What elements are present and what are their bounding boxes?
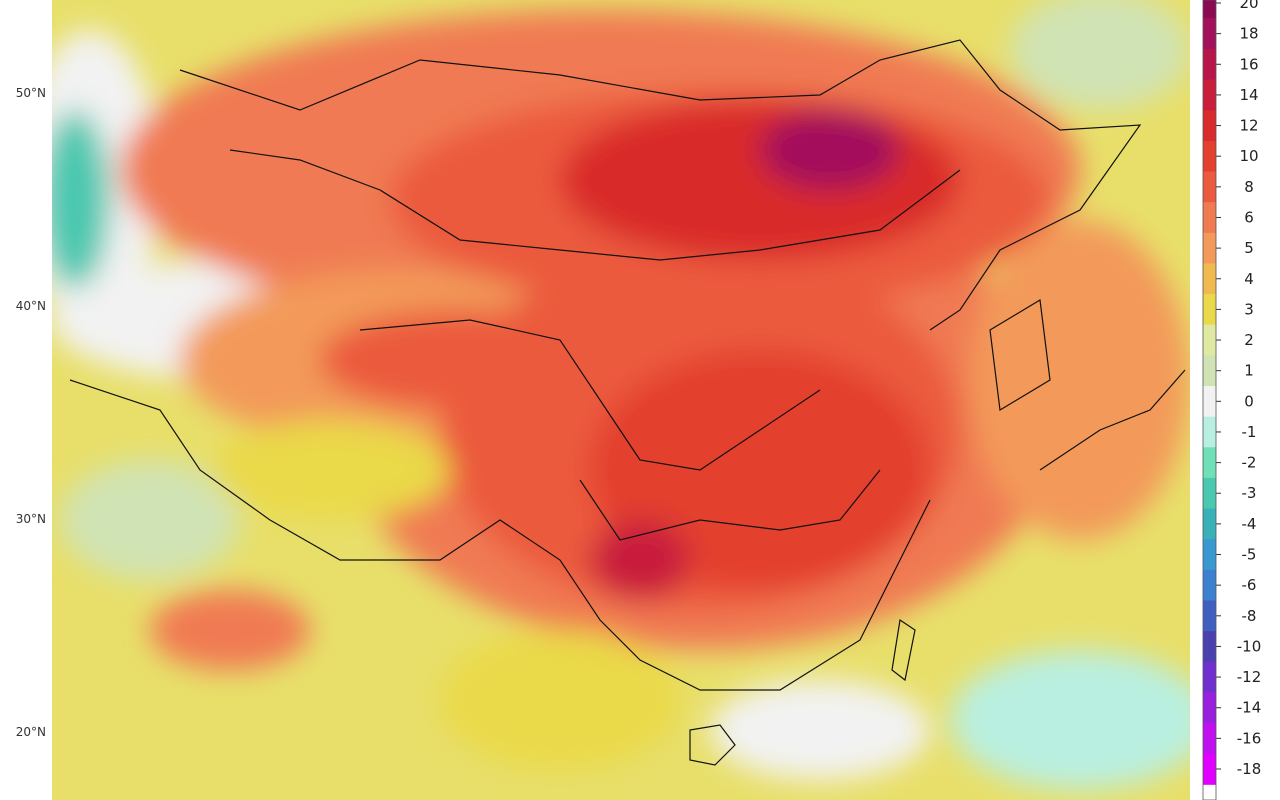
colorbar-label: -5: [1242, 546, 1257, 564]
colorbar-swatch: [1203, 263, 1216, 295]
colorbar-swatch: [1203, 723, 1216, 755]
colorbar-label: -10: [1237, 637, 1262, 655]
latitude-label: 30°N: [16, 512, 46, 526]
colorbar-swatch: [1203, 202, 1216, 234]
colorbar-swatch: [1203, 539, 1216, 571]
colorbar-label: -2: [1242, 454, 1257, 472]
colorbar-label: 18: [1239, 25, 1258, 43]
colorbar-label: -18: [1237, 760, 1262, 778]
latitude-label: 50°N: [16, 86, 46, 100]
colorbar-swatch: [1203, 110, 1216, 142]
colorbar-label: -16: [1237, 729, 1262, 747]
colorbar-label: -1: [1242, 423, 1257, 441]
colorbar-label: 6: [1244, 208, 1254, 226]
colorbar-swatch: [1203, 171, 1216, 203]
colorbar-label: 1: [1244, 362, 1254, 380]
colorbar-swatch: [1203, 416, 1216, 448]
colorbar-label: 3: [1244, 300, 1254, 318]
colorbar-swatch: [1203, 477, 1216, 510]
colorbar-swatch: [1203, 294, 1216, 326]
colorbar-label: -8: [1242, 607, 1257, 625]
colorbar: 20181614121086543210-1-2-3-4-5-6-8-10-12…: [1202, 0, 1262, 800]
colorbar-swatch: [1203, 79, 1216, 111]
colorbar-swatch: [1203, 232, 1216, 264]
border-line: [989, 299, 1051, 411]
colorbar-label: 14: [1239, 86, 1258, 104]
border-line: [69, 379, 931, 691]
colorbar-swatch: [1203, 753, 1216, 785]
colorbar-swatch: [1203, 447, 1216, 479]
colorbar-label: -12: [1237, 668, 1262, 686]
colorbar-label: -6: [1242, 576, 1257, 594]
colorbar-label: 20: [1239, 0, 1258, 12]
colorbar-swatch: [1203, 355, 1216, 387]
colorbar-swatch: [1203, 661, 1216, 693]
colorbar-swatch: [1203, 18, 1216, 50]
colorbar-swatch: [1203, 0, 1216, 19]
latitude-label: 40°N: [16, 299, 46, 313]
border-line: [689, 724, 736, 766]
colorbar-swatch: [1203, 324, 1216, 356]
colorbar-label: 8: [1244, 178, 1254, 196]
borders: [69, 39, 1186, 766]
temperature-field: [52, 0, 1190, 800]
colorbar-label: 12: [1239, 117, 1258, 135]
colorbar-swatch: [1203, 692, 1216, 724]
colorbar-label: -4: [1242, 515, 1257, 533]
colorbar-swatch: [1203, 386, 1216, 418]
latitude-label: 20°N: [16, 725, 46, 739]
colorbar-label: 10: [1239, 147, 1258, 165]
colorbar-label: 2: [1244, 331, 1254, 349]
border-line: [229, 149, 961, 261]
border-line: [579, 469, 881, 541]
colorbar-label: -14: [1237, 699, 1262, 717]
colorbar-swatch: [1203, 48, 1216, 81]
border-line: [1039, 369, 1186, 471]
colorbar-label: 5: [1244, 239, 1254, 257]
border-line: [359, 319, 821, 471]
colorbar-label: -3: [1242, 484, 1257, 502]
colorbar-label: 4: [1244, 270, 1254, 288]
border-line: [891, 618, 916, 682]
colorbar-swatch: [1203, 140, 1216, 173]
colorbar-swatch: [1203, 631, 1216, 663]
colorbar-swatch: [1203, 600, 1216, 632]
colorbar-label: 16: [1239, 55, 1258, 73]
latitude-labels: 50°N 40°N 30°N 20°N: [16, 86, 46, 739]
colorbar-swatch: [1203, 508, 1216, 540]
colorbar-frame: [1202, 0, 1217, 800]
colorbar-label: 0: [1244, 392, 1254, 410]
colorbar-swatch: [1203, 569, 1216, 601]
border-line: [179, 39, 1142, 331]
